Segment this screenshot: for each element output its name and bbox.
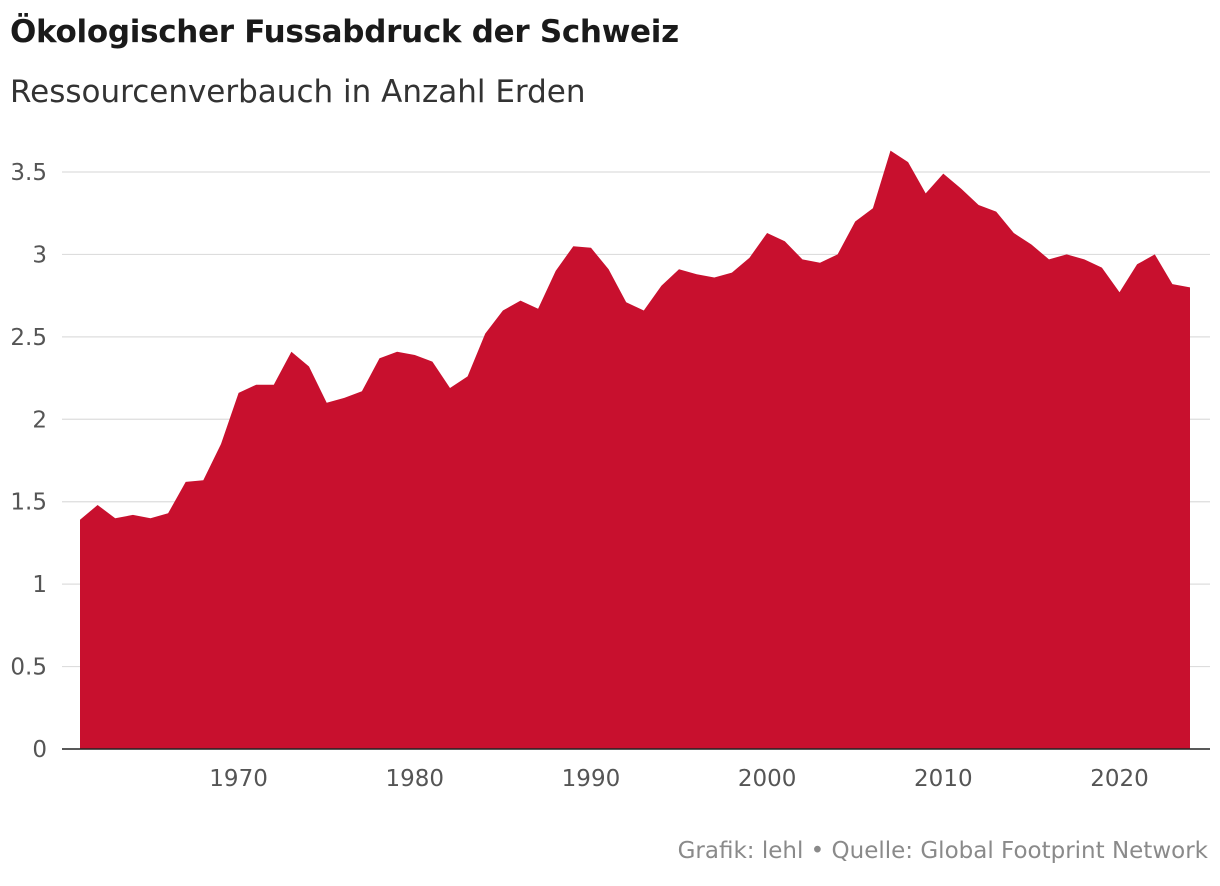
axes: 0 0.5 1 1.5 2 2.5 3 3.5 1970 1980 1990 2000 2010 2020	[10, 160, 1210, 792]
x-tick-label: 1980	[385, 766, 444, 792]
x-tick-label: 1990	[562, 766, 621, 792]
x-tick-label: 2000	[738, 766, 797, 792]
chart-title: Ökologischer Fussabdruck der Schweiz	[10, 14, 679, 50]
x-tick-label: 2010	[914, 766, 973, 792]
x-tick-label: 2020	[1090, 766, 1149, 792]
y-tick-label: 0	[32, 737, 47, 763]
y-tick-label: 1	[32, 572, 47, 598]
y-tick-label: 3.5	[10, 160, 47, 186]
y-tick-label: 1.5	[10, 490, 47, 516]
y-tick-label: 3	[32, 242, 47, 268]
y-tick-label: 2	[32, 407, 47, 433]
area-fill	[80, 150, 1190, 750]
y-tick-label: 2.5	[10, 325, 47, 351]
chart-subtitle: Ressourcenverbauch in Anzahl Erden	[10, 74, 586, 110]
source-note: Grafik: lehl • Quelle: Global Footprint …	[677, 838, 1208, 864]
area-series	[80, 150, 1190, 750]
y-tick-label: 0.5	[10, 655, 47, 681]
x-tick-label: 1970	[209, 766, 268, 792]
